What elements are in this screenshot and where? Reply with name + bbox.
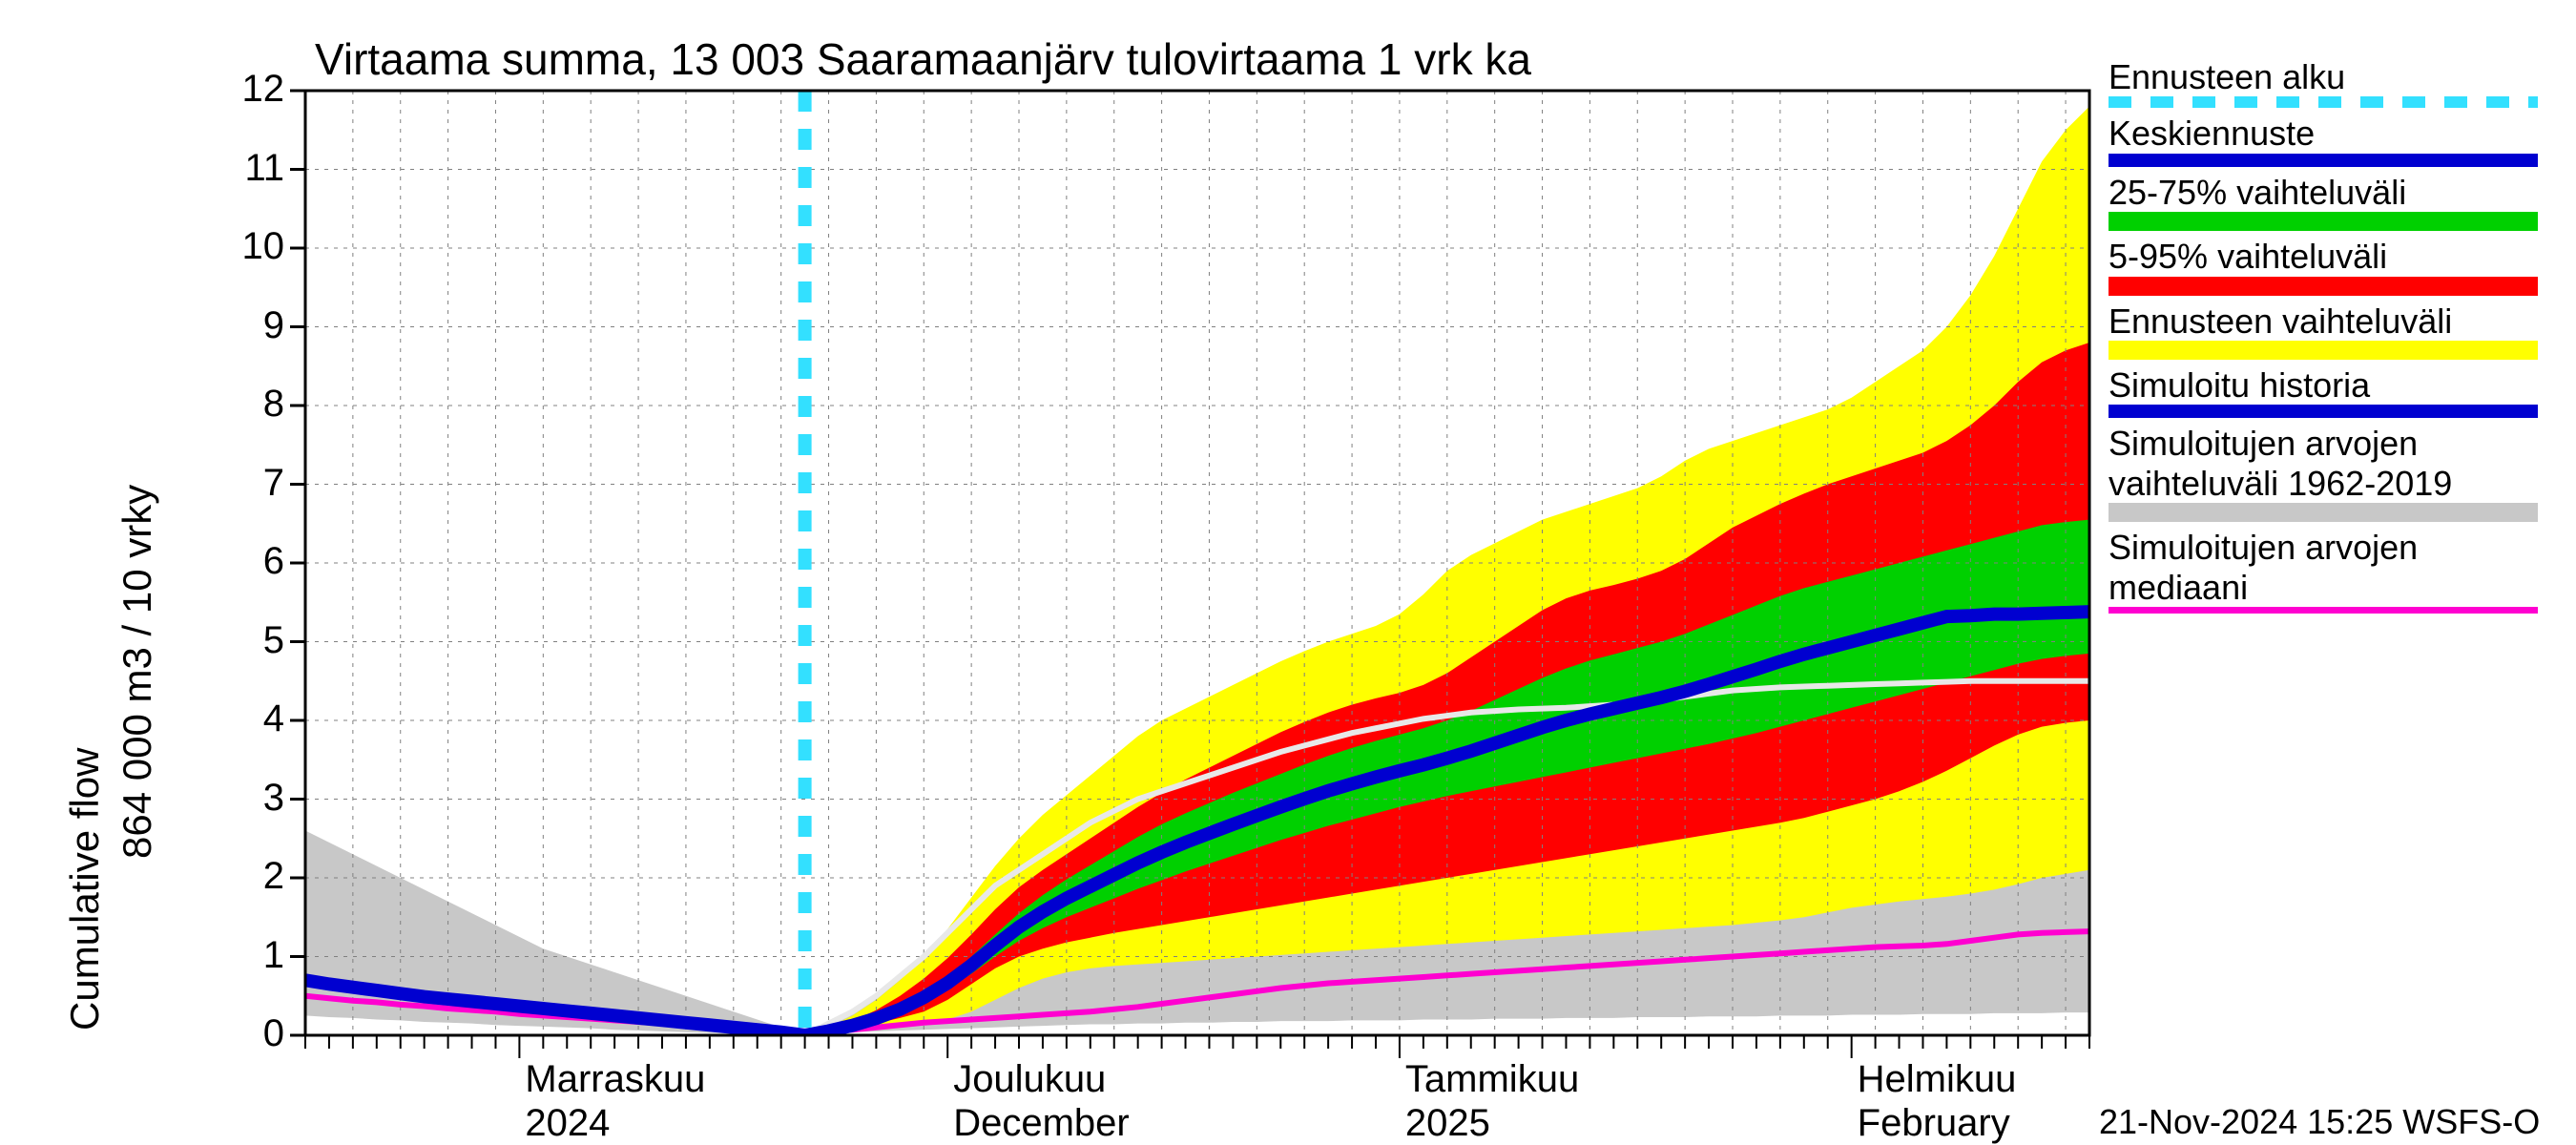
legend-swatch	[2109, 607, 2538, 614]
legend-label: 25-75% vaihteluväli	[2109, 173, 2538, 212]
legend-label: 5-95% vaihteluväli	[2109, 237, 2538, 276]
legend-label: Simuloitu historia	[2109, 365, 2538, 405]
legend-label: Simuloitujen arvojen mediaani	[2109, 528, 2538, 607]
legend-label: Simuloitujen arvojen vaihteluväli 1962-2…	[2109, 424, 2538, 503]
legend-entry: 5-95% vaihteluväli	[2109, 237, 2538, 295]
x-month-sublabel: 2024	[525, 1102, 610, 1145]
legend-label: Ennusteen vaihteluväli	[2109, 302, 2538, 341]
y-tick-label: 5	[208, 619, 284, 662]
legend-swatch	[2109, 212, 2538, 231]
legend-label: Keskiennuste	[2109, 114, 2538, 153]
y-tick-label: 0	[208, 1012, 284, 1055]
legend-entry: Simuloitu historia	[2109, 365, 2538, 418]
legend: Ennusteen alku Keskiennuste 25-75% vaihtel…	[2109, 57, 2538, 619]
chart-container: Virtaama summa, 13 003 Saaramaanjärv tul…	[0, 0, 2576, 1145]
y-tick-label: 2	[208, 855, 284, 898]
legend-entry: Ennusteen vaihteluväli	[2109, 302, 2538, 360]
legend-swatch	[2109, 154, 2538, 167]
x-month-label: Marraskuu	[525, 1058, 705, 1101]
legend-entry: Simuloitujen arvojen vaihteluväli 1962-2…	[2109, 424, 2538, 522]
legend-entry: Ennusteen alku	[2109, 57, 2538, 108]
legend-swatch	[2109, 96, 2538, 108]
y-tick-label: 12	[208, 68, 284, 111]
x-month-label: Joulukuu	[953, 1058, 1106, 1101]
legend-entry: Keskiennuste	[2109, 114, 2538, 166]
y-tick-label: 11	[208, 147, 284, 190]
footer-timestamp: 21-Nov-2024 15:25 WSFS-O	[2099, 1102, 2540, 1142]
y-tick-label: 10	[208, 225, 284, 268]
x-month-sublabel: February	[1858, 1102, 2010, 1145]
x-month-sublabel: 2025	[1405, 1102, 1490, 1145]
legend-label: Ennusteen alku	[2109, 57, 2538, 96]
y-tick-label: 8	[208, 383, 284, 426]
y-tick-label: 1	[208, 934, 284, 977]
x-month-sublabel: December	[953, 1102, 1130, 1145]
legend-entry: 25-75% vaihteluväli	[2109, 173, 2538, 231]
legend-swatch	[2109, 341, 2538, 360]
y-tick-label: 6	[208, 540, 284, 583]
y-tick-label: 7	[208, 462, 284, 505]
x-month-label: Tammikuu	[1405, 1058, 1579, 1101]
legend-swatch	[2109, 503, 2538, 522]
y-tick-label: 9	[208, 304, 284, 347]
x-month-label: Helmikuu	[1858, 1058, 2017, 1101]
y-tick-label: 3	[208, 777, 284, 820]
legend-swatch	[2109, 405, 2538, 418]
y-tick-label: 4	[208, 697, 284, 740]
legend-entry: Simuloitujen arvojen mediaani	[2109, 528, 2538, 614]
legend-swatch	[2109, 277, 2538, 296]
